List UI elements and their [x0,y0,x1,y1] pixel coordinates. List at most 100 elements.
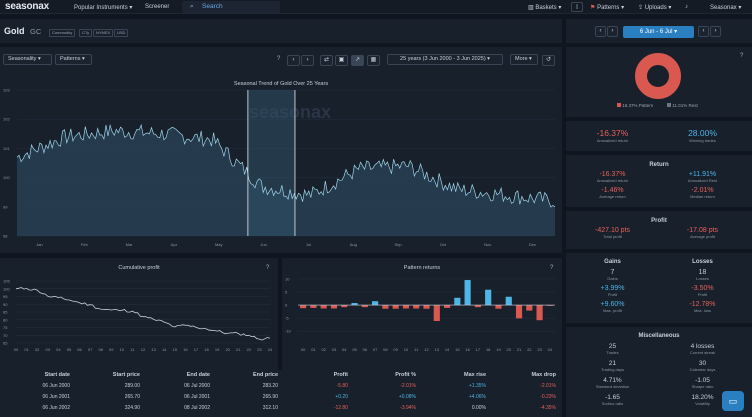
logo[interactable]: seasonax [5,1,49,12]
help-icon[interactable]: ? [277,56,281,62]
bookmark-icon[interactable]: ▯ [571,2,583,12]
annualized-return-summary: -16.37% Annualized return [570,128,655,143]
pie-legend-pattern-label: 16.37% Pattern [622,103,654,108]
seasonality-dropdown[interactable]: Seasonality ▾ [3,54,52,65]
x-tick-label: 14 [445,347,450,352]
chart-next-button[interactable]: › [301,55,314,66]
stat-cell: -16.37% Annualized return [570,171,655,183]
x-tick-label: 22 [527,347,532,352]
stat-label: Sortino ratio [601,401,624,406]
stat-value: 4.71% [603,377,622,384]
table-cell: +0.20 [335,394,348,400]
table-cell: -2.01% [400,383,416,389]
period-prev-button[interactable]: ‹ [595,26,606,37]
stat-cell: +3.99% Profit [570,285,655,297]
pattern-returns-panel [282,258,562,372]
pattern-returns-chart[interactable]: 10 5 0 -5 -10 00 01 02 03 04 05 06 07 08 09 10 11 12 13 14 1… [282,275,562,355]
period-shift-right-button[interactable]: › [710,26,721,37]
period-next-button[interactable]: › [607,26,618,37]
y-tick-label: 5 [285,290,288,295]
x-tick-label: 00 [301,347,306,352]
x-tick-label: 08 [98,347,103,352]
table-cell: 06 Jun 2001 [42,394,70,400]
line-chart-icon[interactable]: ↗ [351,55,364,66]
range-dropdown[interactable]: 25 years (3 Jun 2000 - 3 Jun 2025) ▾ [387,54,503,65]
stat-value: -1.05 [695,377,710,384]
calendar-icon[interactable]: ▦ [367,55,380,66]
x-tick-label: 03 [46,347,51,352]
bar [443,305,451,308]
account-menu[interactable]: Seasonax ▾ [710,5,742,11]
bar [310,305,317,308]
x-tick-label: 14 [162,347,167,352]
x-tick-label: Mar [126,242,134,247]
stat-label: Calendar days [689,367,716,372]
x-tick-label: 21 [236,347,241,352]
table-cell: -0.23% [540,394,556,400]
search-input[interactable]: ⌕ Search [182,1,280,13]
x-tick-label: 13 [435,347,440,352]
instrument-name: Gold [4,26,25,36]
annualized-return-label: Annualized return [596,138,629,143]
patterns-label: Patterns ▾ [597,5,625,11]
pie-legend-rest-label: 11.01% Rest [672,103,698,108]
period-selector[interactable]: 6 Jun - 6 Jul ▾ [623,26,694,38]
patterns-menu[interactable]: ⚑ Patterns ▾ [590,5,625,11]
help-icon[interactable]: ? [266,265,270,271]
stat-label: Losses [696,276,709,281]
stat-label: Annualized return [596,178,629,183]
x-tick-label: 02 [321,347,326,352]
x-tick-label: Jan [36,242,42,247]
stat-value: 18.20% [691,394,714,401]
x-tick-label: 01 [24,347,29,352]
table-header-cell: Max rise [463,372,486,378]
lock-icon[interactable]: ▣ [335,55,348,66]
stat-label: Max. profit [603,308,622,313]
patterns-dropdown[interactable]: Patterns ▾ [55,54,92,65]
bar [392,305,399,309]
stat-label: Gains [607,276,618,281]
table-cell: 283.20 [262,383,278,389]
compare-icon[interactable]: ⇄ [320,55,333,66]
table-cell: -4.35% [540,405,556,411]
bar [341,305,348,308]
x-tick-label: Sep [395,242,403,247]
nav-popular-instruments[interactable]: Popular Instruments ▾ [74,5,133,11]
period-shift-left-button[interactable]: ‹ [698,26,709,37]
profit-title: Profit [651,218,667,224]
stat-value: -427.10 pts [594,227,631,234]
more-dropdown[interactable]: More ▾ [510,54,538,65]
reset-icon[interactable]: ↺ [542,55,555,66]
x-tick-label: Apr [171,242,178,247]
chat-icon[interactable]: ▭ [722,391,744,411]
table-cell: +1.35% [468,383,486,389]
winning-trades-summary: 28.00% Winning trades [660,128,745,143]
main-chart[interactable]: 103 102 101 100 99 98 Jan Feb Mar Apr May Jun Jul Aug… [0,88,562,252]
cumulative-chart[interactable]: 105 100 95 90 85 80 75 70 65 00 01 02 03 04 05 06 07 08 09… [0,275,278,355]
table-header-cell: Start date [44,372,70,378]
uploads-label: Uploads ▾ [644,5,672,11]
nav-screener[interactable]: Screener [145,4,170,10]
table-header-cell: Start price [112,372,140,378]
uploads-menu[interactable]: ⇪ Uploads ▾ [638,5,672,11]
stat-cell: 25 Trades [570,343,655,355]
bar [433,305,440,321]
baskets-menu[interactable]: ▥ Baskets ▾ [528,4,561,11]
help-icon[interactable]: ? [550,265,554,271]
stat-label: Profit [607,292,618,297]
table-cell: 06 Jun 2000 [42,383,70,389]
x-tick-label: Nov [484,242,491,247]
x-tick-label: 17 [194,347,199,352]
bar [423,305,430,309]
chart-prev-button[interactable]: ‹ [287,55,300,66]
table-cell: -12.80 [333,405,348,411]
search-icon: ⌕ [190,3,194,10]
x-tick-label: 05 [352,347,357,352]
stat-cell: 7 Gains [570,269,655,281]
x-tick-label: Oct [440,242,447,247]
bell-icon[interactable]: ♪ [685,4,688,10]
x-tick-label: 12 [141,347,146,352]
help-icon[interactable]: ? [740,53,744,59]
x-tick-label: 18 [486,347,491,352]
x-tick-label: Feb [81,242,89,247]
